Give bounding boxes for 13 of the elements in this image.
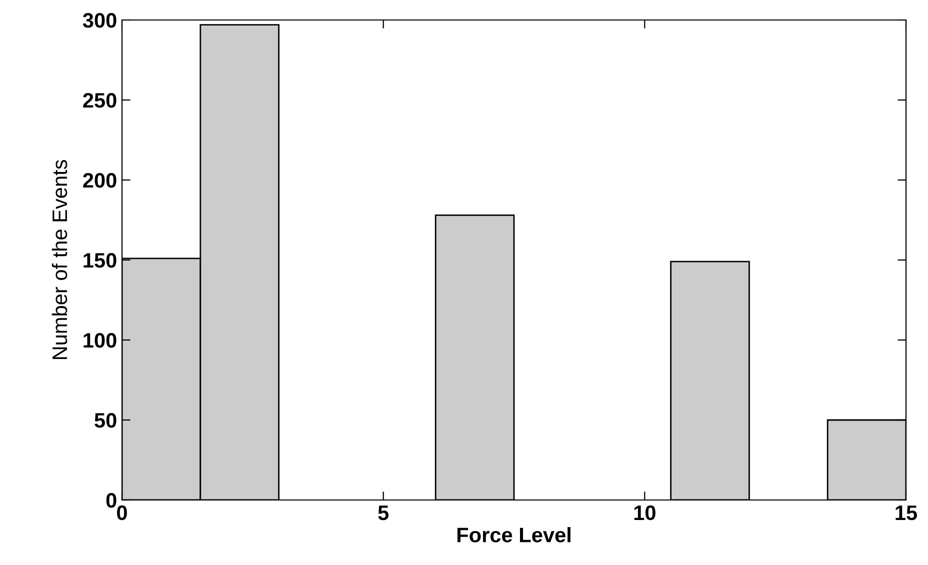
y-tick-label: 150 bbox=[84, 253, 116, 268]
y-tick-label: 0 bbox=[106, 493, 116, 508]
y-axis-title: Number of the Events bbox=[52, 160, 68, 360]
x-axis-title: Force Level bbox=[458, 527, 570, 542]
y-tick-label: 200 bbox=[83, 173, 116, 188]
x-tick-label: 5 bbox=[378, 506, 389, 520]
x-tick-label: 15 bbox=[896, 506, 918, 520]
x-tick-label: 0 bbox=[117, 505, 127, 520]
y-tick-label: 100 bbox=[84, 333, 116, 348]
y-tick-label: 50 bbox=[94, 413, 116, 428]
y-tick-label: 250 bbox=[83, 93, 116, 108]
x-tick-label: 10 bbox=[634, 505, 656, 520]
y-tick-label: 300 bbox=[82, 13, 116, 28]
